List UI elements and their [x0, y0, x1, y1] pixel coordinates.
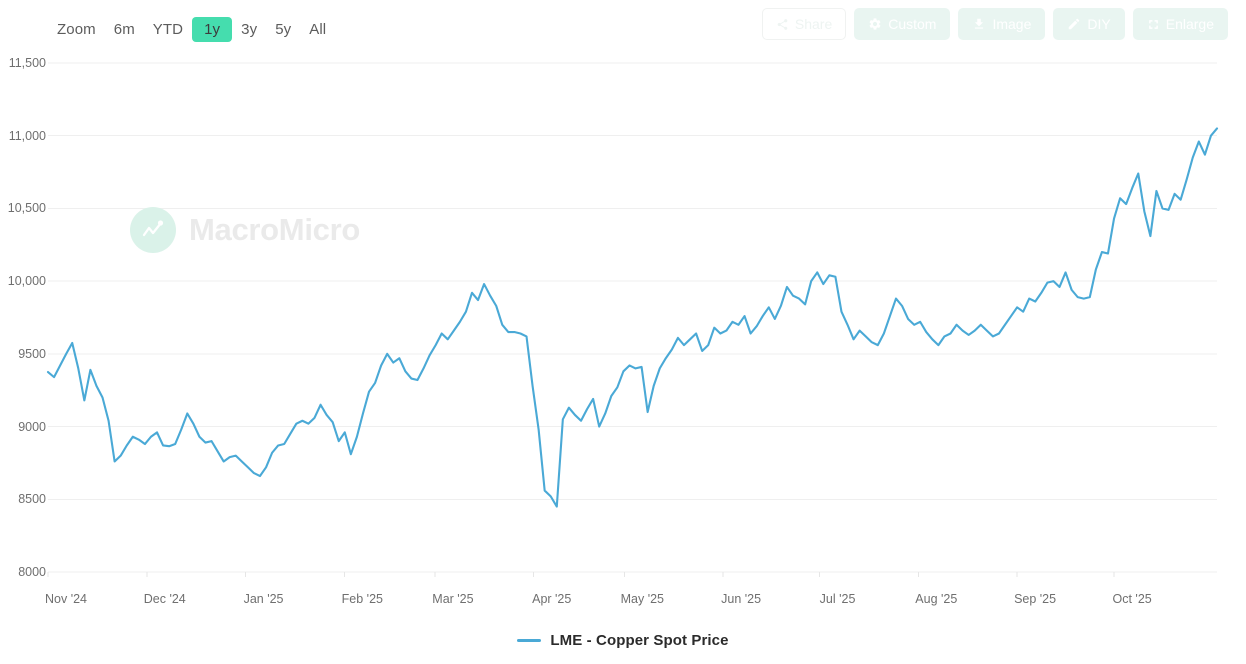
- chart-toolbar: Zoom 6m YTD 1y 3y 5y All Share Custom Im…: [0, 0, 1246, 52]
- y-axis-tick-label: 8000: [18, 565, 46, 579]
- legend-color-swatch: [517, 639, 542, 642]
- diy-button[interactable]: DIY: [1053, 8, 1125, 40]
- y-axis-tick-label: 10,000: [7, 274, 46, 289]
- x-axis-tick-label: Sep '25: [1014, 592, 1057, 606]
- pencil-icon: [1067, 17, 1081, 31]
- zoom-range-group: Zoom 6m YTD 1y 3y 5y All: [48, 17, 335, 42]
- share-button[interactable]: Share: [761, 8, 847, 40]
- y-axis-tick-label: 11,500: [8, 56, 46, 70]
- expand-icon: [1147, 18, 1160, 31]
- x-axis-tick-label: Jun '25: [721, 592, 762, 606]
- x-axis-tick-label: Mar '25: [432, 592, 474, 606]
- custom-button[interactable]: Custom: [854, 8, 951, 40]
- custom-button-label: Custom: [888, 16, 937, 32]
- x-axis-tick-label: Feb '25: [341, 592, 383, 606]
- download-icon: [972, 17, 986, 31]
- y-axis-tick-label: 11,000: [8, 128, 46, 143]
- share-icon: [776, 18, 789, 31]
- x-axis-tick-label: Nov '24: [45, 592, 87, 606]
- x-axis-tick-label: Jul '25: [819, 592, 856, 606]
- share-button-label: Share: [794, 16, 833, 32]
- x-axis-tick-label: May '25: [620, 592, 665, 606]
- x-axis-tick-label: Aug '25: [915, 592, 958, 606]
- y-axis: 8000 8500 9000 9500 10,000 10,500 11,000 11,500: [0, 52, 46, 612]
- y-axis-tick-label: 9000: [18, 419, 46, 434]
- enlarge-button[interactable]: Enlarge: [1132, 8, 1228, 40]
- zoom-range-5y[interactable]: 5y: [275, 21, 292, 38]
- zoom-range-3y[interactable]: 3y: [241, 21, 258, 38]
- y-axis-tick-label: 10,500: [7, 201, 46, 216]
- image-button[interactable]: Image: [958, 8, 1046, 40]
- zoom-label: Zoom: [57, 21, 96, 38]
- zoom-range-1y[interactable]: 1y: [192, 17, 233, 42]
- line-chart-plot: [46, 62, 1219, 577]
- zoom-range-ytd[interactable]: YTD: [152, 21, 184, 38]
- zoom-range-6m[interactable]: 6m: [113, 21, 135, 38]
- zoom-range-all[interactable]: All: [309, 21, 327, 38]
- legend-item-label[interactable]: LME - Copper Spot Price: [550, 632, 729, 649]
- y-axis-tick-label: 8500: [18, 492, 46, 507]
- image-button-label: Image: [992, 16, 1032, 32]
- x-axis-tick-label: Oct '25: [1112, 592, 1152, 606]
- diy-button-label: DIY: [1087, 16, 1111, 32]
- gear-icon: [868, 17, 882, 31]
- chart-legend: LME - Copper Spot Price: [0, 632, 1246, 649]
- y-axis-tick-label: 9500: [18, 346, 46, 361]
- x-axis-tick-label: Jan '25: [243, 592, 284, 606]
- x-axis-tick-label: Dec '24: [143, 592, 186, 606]
- x-axis-tick-label: Apr '25: [532, 592, 572, 606]
- chart-action-buttons: Share Custom Image DIY Enlarge: [761, 8, 1228, 40]
- chart-canvas: 8000 8500 9000 9500 10,000 10,500 11,000 11,500…: [0, 52, 1246, 612]
- enlarge-button-label: Enlarge: [1165, 16, 1214, 32]
